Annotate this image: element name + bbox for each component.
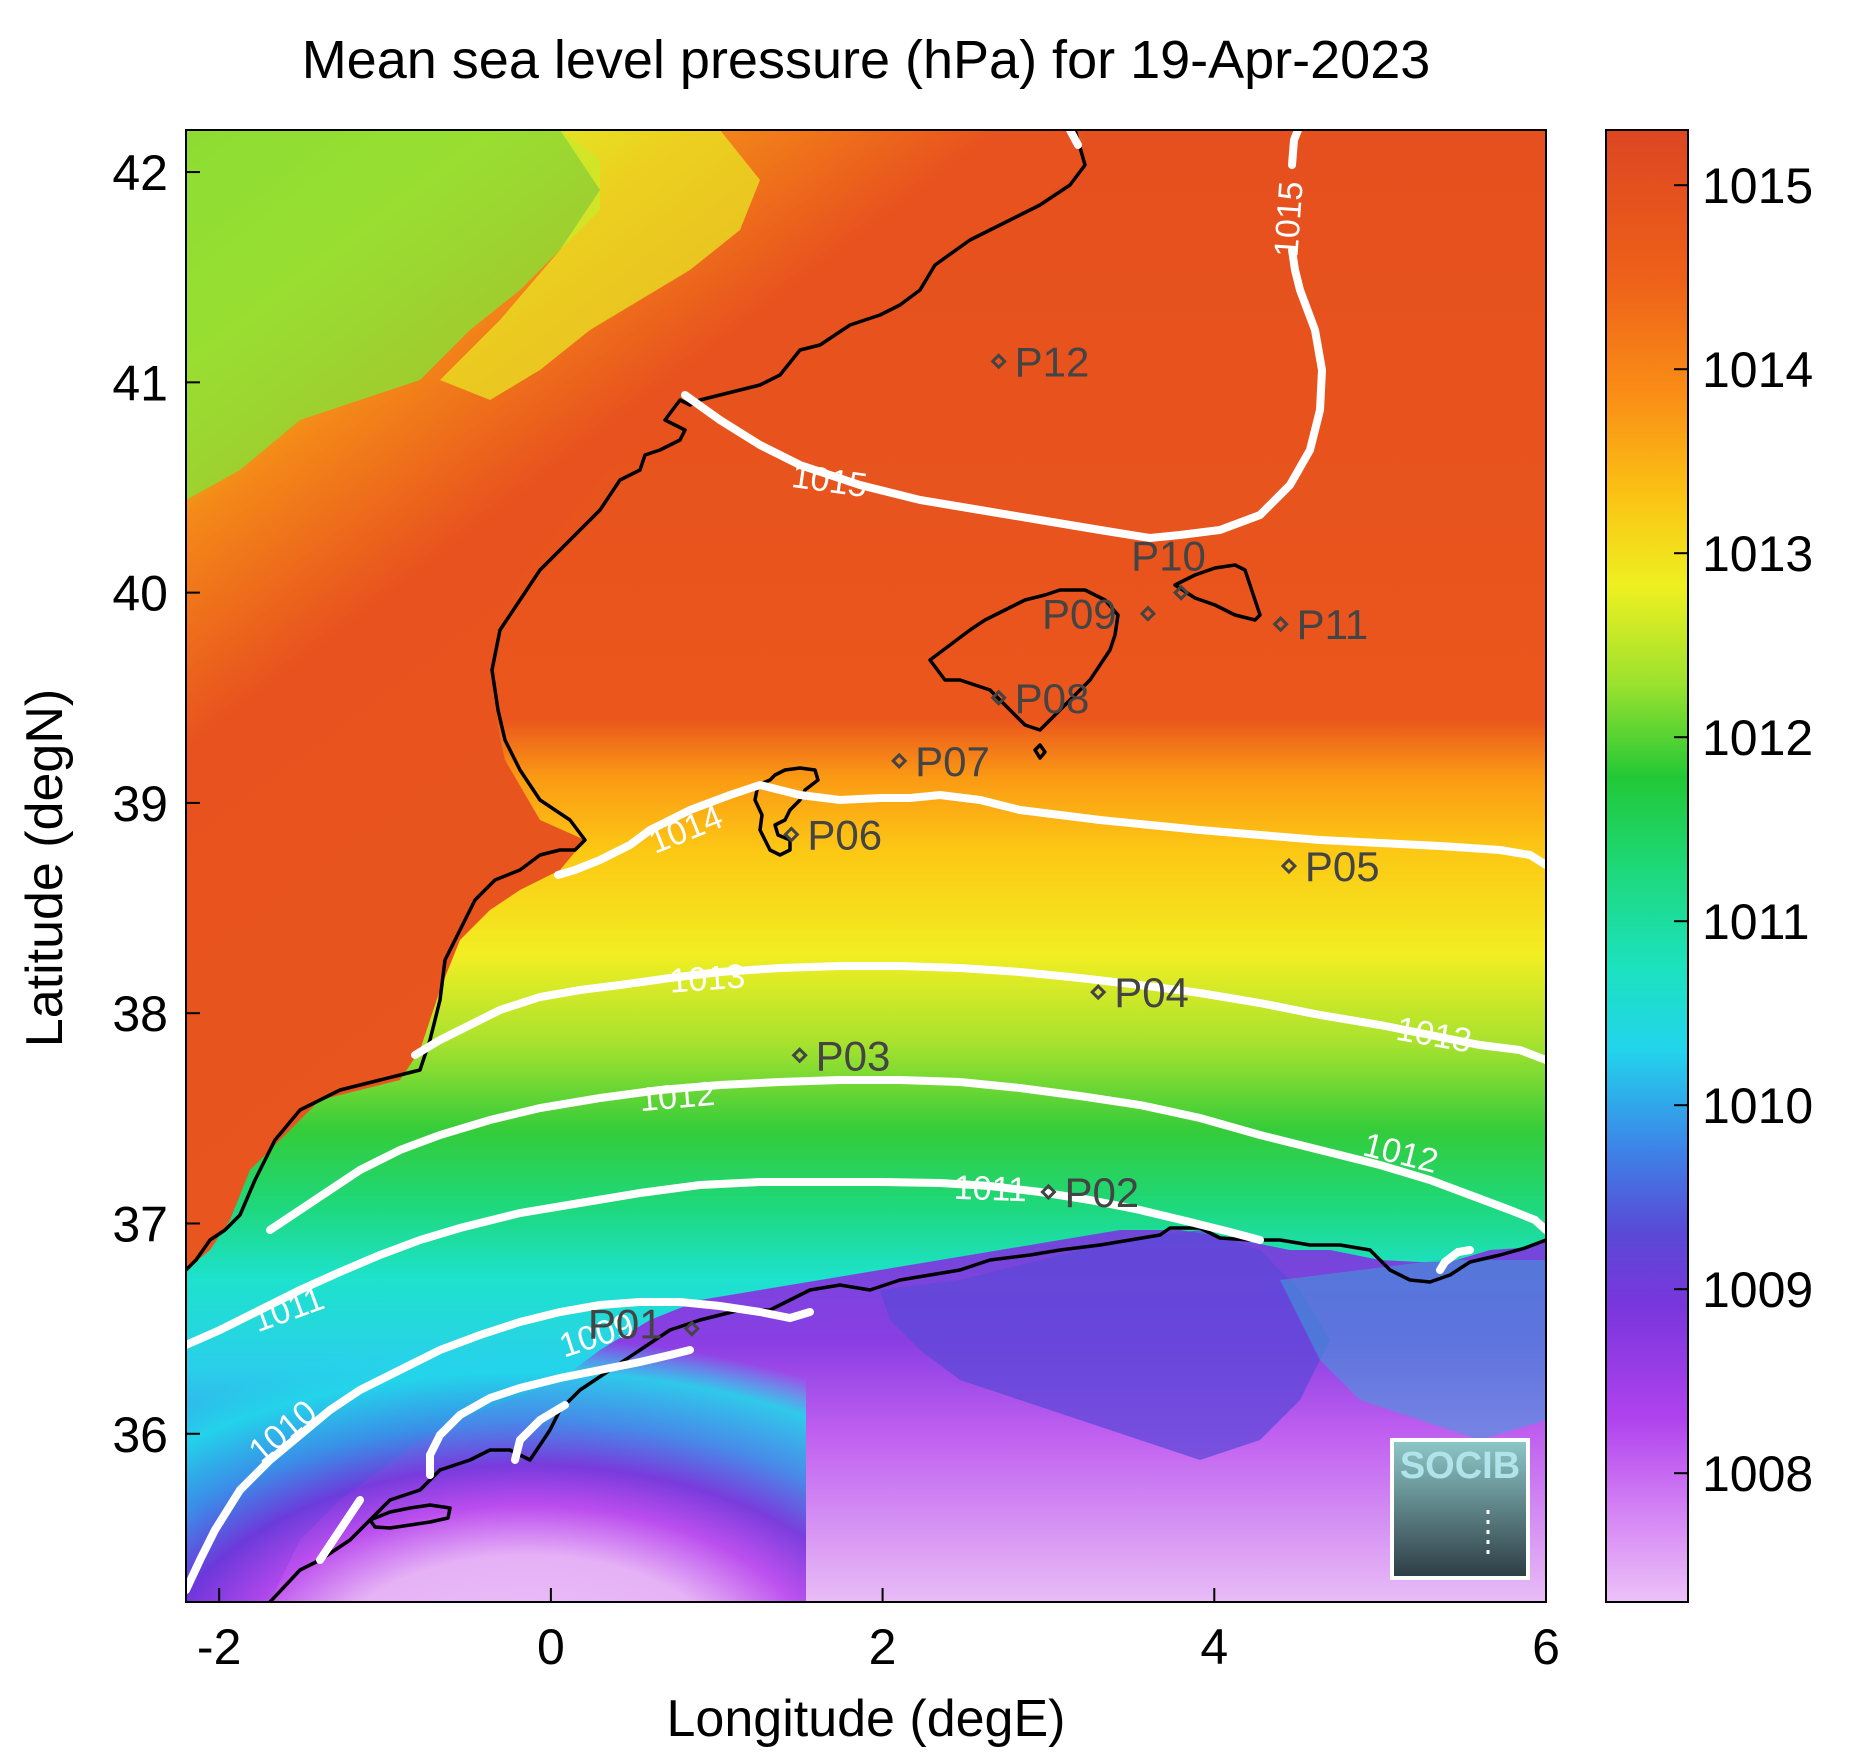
cabrera-ceuta-island — [368, 1503, 452, 1530]
socib-logo-text: SOCIB — [1400, 1445, 1520, 1487]
contour-label-1013-a: 1013 — [668, 957, 746, 1000]
contour-1009-inner — [511, 1401, 569, 1464]
station-marker — [1272, 616, 1289, 633]
station-label: P09 — [1042, 591, 1117, 638]
colorbar-tick-label: 1010 — [1702, 1078, 1813, 1134]
chart-title: Mean sea level pressure (hPa) for 19-Apr… — [302, 30, 1431, 90]
station-p01: P01 — [588, 1301, 700, 1348]
station-p03: P03 — [791, 1032, 891, 1079]
station-marker — [791, 1047, 808, 1064]
iberia-highland — [186, 130, 600, 500]
stations-layer: P01 P02 P03 P04 P05 P06 P07 P08 P09 P10 P11 P12 — [588, 338, 1380, 1347]
station-label: P01 — [588, 1301, 663, 1348]
contour-1015-north — [681, 246, 1327, 543]
station-p08: P08 — [990, 675, 1090, 722]
x-tick-label: -2 — [197, 1619, 241, 1675]
station-p12: P12 — [990, 338, 1090, 385]
station-marker — [683, 1320, 700, 1337]
station-p09: P09 — [1042, 591, 1157, 638]
isobars — [186, 130, 1546, 1594]
station-label: P07 — [915, 738, 990, 785]
y-tick-label: 41 — [112, 355, 168, 411]
contour-1010 — [186, 1298, 814, 1594]
y-axis-label: Latitude (degN) — [16, 689, 74, 1047]
algeria-patches — [880, 1230, 1330, 1460]
station-marker — [1040, 1183, 1057, 1201]
colorbar-tick-label: 1008 — [1702, 1446, 1813, 1502]
x-tick-label: 0 — [537, 1619, 565, 1675]
iberia-coastline — [186, 130, 1087, 1272]
africa-coastline — [268, 1226, 1546, 1602]
station-label: P04 — [1114, 969, 1189, 1016]
colorbar-tick-label: 1012 — [1702, 710, 1813, 766]
contour-label-1011-b: 1011 — [953, 1169, 1027, 1210]
colorbar-ticks: 1008 1009 1010 1011 1012 1013 1014 1015 — [1674, 158, 1813, 1502]
contour-1010-dash — [316, 1496, 364, 1564]
mallorca-island — [928, 588, 1120, 732]
station-marker — [1090, 984, 1107, 1001]
contour-1011 — [186, 1178, 1264, 1349]
station-marker — [990, 353, 1007, 370]
contour-1015-top — [1288, 130, 1302, 169]
station-label: P12 — [1015, 338, 1090, 385]
cabrera-island — [1033, 743, 1047, 760]
station-p02: P02 — [1040, 1169, 1139, 1216]
contour-1011-right — [1436, 1246, 1474, 1274]
contour-1015-top-right — [1066, 130, 1082, 149]
y-tick-label: 40 — [112, 566, 168, 622]
x-axis-label: Longitude (degE) — [667, 1690, 1066, 1748]
station-p11: P11 — [1272, 601, 1369, 648]
station-label: P03 — [816, 1032, 891, 1079]
station-p06: P06 — [783, 811, 882, 858]
map-frame — [185, 129, 1547, 1603]
y-tick-label: 36 — [112, 1407, 168, 1463]
colorbar-tick-label: 1011 — [1702, 894, 1810, 950]
station-marker — [783, 826, 800, 843]
colorbar-tick-label: 1015 — [1702, 158, 1813, 214]
station-label: P10 — [1131, 533, 1206, 580]
y-tick-label: 39 — [112, 776, 168, 832]
colorbar: 1008 1009 1010 1011 1012 1013 1014 1015 — [1605, 129, 1813, 1603]
station-label: P02 — [1064, 1169, 1139, 1216]
station-marker — [1139, 605, 1157, 622]
station-marker — [1172, 584, 1190, 601]
contour-1013 — [411, 962, 1546, 1064]
station-label: P08 — [1015, 675, 1090, 722]
colorbar-tick-label: 1009 — [1702, 1262, 1813, 1318]
iberia-land — [186, 130, 1085, 1270]
coastlines — [186, 130, 1546, 1602]
y-axis-ticks: 36 37 38 39 40 41 42 — [112, 145, 200, 1463]
x-tick-label: 6 — [1532, 1619, 1560, 1675]
station-label: P05 — [1305, 843, 1380, 890]
contour-label-1015-b: 1015 — [1267, 180, 1310, 258]
y-tick-label: 37 — [112, 1196, 168, 1252]
station-p05: P05 — [1280, 843, 1380, 890]
station-marker — [891, 752, 908, 769]
station-label: P06 — [807, 811, 882, 858]
station-label: P11 — [1297, 601, 1369, 648]
y-tick-label: 38 — [112, 986, 168, 1042]
station-p07: P07 — [891, 738, 990, 785]
contour-1012 — [266, 1076, 1546, 1234]
x-axis-ticks: -2 0 2 4 6 — [197, 1588, 1560, 1675]
contour-1014 — [554, 780, 1546, 879]
y-tick-label: 42 — [112, 145, 168, 201]
x-tick-label: 2 — [869, 1619, 897, 1675]
station-p10: P10 — [1131, 533, 1206, 601]
ibiza-island — [753, 766, 820, 857]
colorbar-gradient — [1605, 129, 1689, 1603]
contour-label-1012-a: 1012 — [638, 1075, 717, 1119]
station-p04: P04 — [1090, 969, 1189, 1016]
algeria-teal — [1280, 1260, 1546, 1440]
socib-logo: SOCIB — [1390, 1438, 1530, 1580]
station-marker — [990, 689, 1007, 706]
colorbar-tick-label: 1014 — [1702, 342, 1813, 398]
iberia-highland-yellow — [440, 130, 760, 400]
contour-1009 — [426, 1346, 694, 1479]
menorca-island — [1173, 563, 1262, 622]
station-marker — [1280, 857, 1298, 875]
x-tick-label: 4 — [1200, 1619, 1228, 1675]
colorbar-tick-label: 1013 — [1702, 526, 1813, 582]
